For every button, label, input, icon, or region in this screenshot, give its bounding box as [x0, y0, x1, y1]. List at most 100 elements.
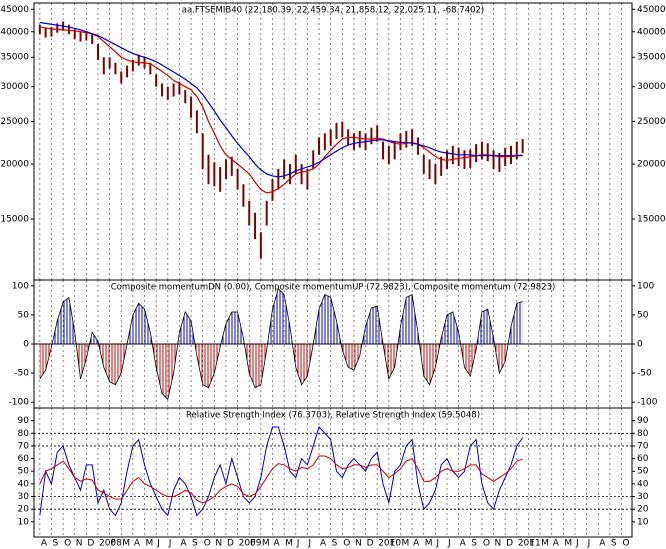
- x-tick-label: A: [413, 539, 420, 549]
- y-tick-label: -50: [637, 369, 652, 379]
- moving-average: [39, 21, 523, 178]
- y-tick-label: 20: [637, 505, 649, 515]
- x-tick-label: A: [134, 539, 141, 549]
- y-tick-label: 50: [637, 310, 649, 320]
- y-tick-label: 40: [637, 479, 649, 489]
- y-tick-label: 25000: [0, 117, 29, 127]
- x-tick-label: N: [495, 539, 502, 549]
- y-tick-label: 15000: [637, 215, 666, 225]
- x-tick-label: J: [307, 539, 311, 549]
- pane-title: Relative Strength Index (76.3703), Relat…: [186, 411, 480, 421]
- x-tick-label: A: [180, 539, 187, 549]
- x-tick-label: D: [367, 539, 374, 549]
- x-tick-label: S: [611, 539, 617, 549]
- y-tick-label: 60: [637, 454, 649, 464]
- y-tick-label: 0: [23, 340, 29, 350]
- x-tick-label: O: [483, 539, 490, 549]
- x-tick-label: S: [332, 539, 338, 549]
- x-tick-label: 2011: [518, 539, 541, 549]
- y-tick-label: 50: [637, 467, 649, 477]
- x-tick-label: A: [553, 539, 560, 549]
- plot-area: [34, 287, 632, 401]
- x-tick-label: O: [204, 539, 211, 549]
- x-tick-label: 2010: [378, 539, 401, 549]
- x-tick-label: J: [168, 539, 172, 549]
- y-tick-label: -50: [14, 369, 29, 379]
- x-tick-label: M: [146, 539, 154, 549]
- x-tick-label: D: [87, 539, 94, 549]
- y-tick-label: 35000: [637, 53, 666, 63]
- pane-title: aa.FTSEMIB40 (22,180.39, 22,459.34, 21,8…: [182, 6, 485, 16]
- x-tick-label: J: [435, 539, 439, 549]
- x-tick-label: F: [111, 539, 116, 549]
- x-tick-label: S: [192, 539, 198, 549]
- x-tick-label: J: [575, 539, 579, 549]
- y-tick-label: -100: [9, 398, 30, 408]
- x-tick-label: M: [564, 539, 572, 549]
- y-tick-label: 90: [18, 416, 30, 426]
- x-tick-label: N: [215, 539, 222, 549]
- y-tick-label: 30000: [0, 82, 29, 92]
- momentum-up-area: [39, 288, 523, 344]
- y-tick-label: 70: [637, 441, 649, 451]
- x-tick-label: M: [425, 539, 433, 549]
- y-tick-label: 10: [18, 517, 30, 527]
- rsi-line: [39, 425, 524, 517]
- x-tick-label: A: [274, 539, 281, 549]
- y-tick-label: 30: [18, 492, 30, 502]
- y-tick-label: 40000: [0, 27, 29, 37]
- y-tick-label: 50: [18, 310, 30, 320]
- y-tick-label: 15000: [0, 215, 29, 225]
- y-tick-label: 35000: [0, 53, 29, 63]
- x-tick-label: A: [599, 539, 606, 549]
- pane-border: [33, 407, 633, 538]
- y-tick-label: 0: [637, 340, 643, 350]
- x-tick-label: O: [64, 539, 71, 549]
- x-tick-label: D: [506, 539, 513, 549]
- x-tick-label: M: [262, 539, 270, 549]
- y-tick-label: 50: [18, 467, 30, 477]
- x-tick-label: A: [41, 539, 48, 549]
- x-tick-label: F: [529, 539, 534, 549]
- x-tick-label: A: [460, 539, 467, 549]
- y-tick-label: 30: [637, 492, 649, 502]
- y-tick-label: 20000: [0, 160, 29, 170]
- y-tick-label: 80: [637, 429, 649, 439]
- plot-area: [38, 21, 524, 259]
- x-tick-label: A: [320, 539, 327, 549]
- x-tick-label: M: [122, 539, 130, 549]
- pane: 15000 15000 20000 20000 25000 25000 30000 30000…: [0, 2, 666, 281]
- y-tick-label: 100: [637, 281, 654, 291]
- y-tick-label: 40000: [637, 27, 666, 37]
- x-tick-label: J: [587, 539, 591, 549]
- x-tick-label: S: [52, 539, 58, 549]
- y-tick-label: 30000: [637, 82, 666, 92]
- x-tick-label: S: [471, 539, 477, 549]
- rsi-line: [39, 455, 523, 504]
- x-tick-label: 2009: [239, 539, 262, 549]
- x-tick-label: J: [296, 539, 300, 549]
- momentum-line: [39, 287, 523, 401]
- y-tick-label: 25000: [637, 117, 666, 127]
- y-tick-label: 10: [637, 517, 649, 527]
- x-tick-label: D: [227, 539, 234, 549]
- y-tick-label: 100: [12, 281, 29, 291]
- x-tick-label: M: [285, 539, 293, 549]
- x-tick-label: F: [390, 539, 395, 549]
- plot-area: [34, 425, 632, 517]
- y-tick-label: 70: [18, 441, 30, 451]
- x-tick-label: M: [401, 539, 409, 549]
- pane: -100 -100 -50 -50 0 0 50 50 100 100 Composite mome…: [9, 279, 658, 409]
- y-tick-label: 45000: [637, 5, 666, 15]
- x-tick-label: N: [76, 539, 83, 549]
- y-tick-label: 80: [18, 429, 30, 439]
- x-tick-label: 2008: [99, 539, 122, 549]
- pane: 10 10 20 20 30 30 40 40 50 50 60 60 70 70 80 80 90 90 Rela…: [18, 407, 649, 538]
- x-tick-label: F: [250, 539, 255, 549]
- x-tick-label: J: [156, 539, 160, 549]
- x-tick-label: N: [355, 539, 362, 549]
- pane-title: Composite momentumDN (0.00), Composite m…: [111, 283, 556, 293]
- y-tick-label: 20000: [637, 160, 666, 170]
